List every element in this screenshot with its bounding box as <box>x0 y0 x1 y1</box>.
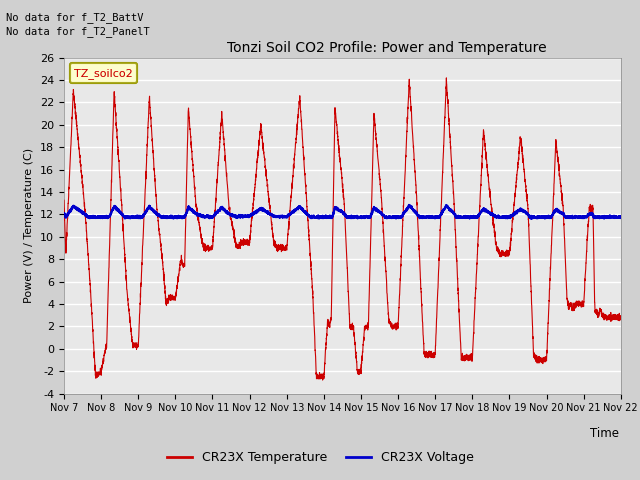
X-axis label: Time: Time <box>589 427 619 440</box>
Legend: TZ_soilco2: TZ_soilco2 <box>70 63 137 83</box>
Text: No data for f_T2_PanelT: No data for f_T2_PanelT <box>6 26 150 37</box>
Text: No data for f_T2_BattV: No data for f_T2_BattV <box>6 12 144 23</box>
Title: Tonzi Soil CO2 Profile: Power and Temperature: Tonzi Soil CO2 Profile: Power and Temper… <box>227 41 547 55</box>
Y-axis label: Power (V) / Temperature (C): Power (V) / Temperature (C) <box>24 148 35 303</box>
Legend: CR23X Temperature, CR23X Voltage: CR23X Temperature, CR23X Voltage <box>161 446 479 469</box>
